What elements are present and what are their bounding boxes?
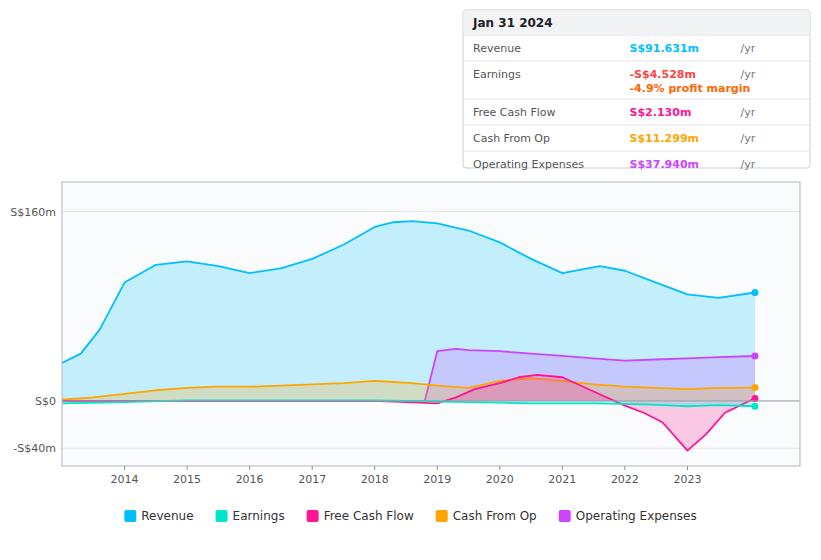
info-row-value: -S$4.528m xyxy=(630,68,696,81)
info-row-value: S$37.940m xyxy=(630,158,700,171)
legend-label: Operating Expenses xyxy=(576,509,697,523)
legend-item: Revenue xyxy=(124,509,193,523)
end-dot xyxy=(751,403,758,410)
x-tick-label: 2014 xyxy=(111,473,139,486)
info-box-divider xyxy=(463,125,810,126)
legend-swatch xyxy=(307,510,319,522)
info-row-value: S$11.299m xyxy=(630,132,700,145)
x-tick xyxy=(437,466,438,470)
info-row-note: -4.9% profit margin xyxy=(630,82,751,95)
legend-label: Cash From Op xyxy=(453,509,537,523)
area xyxy=(62,375,755,451)
info-row-value: S$2.130m xyxy=(630,106,692,119)
x-tick xyxy=(312,466,313,470)
x-tick-label: 2017 xyxy=(298,473,326,486)
info-row-unit: /yr xyxy=(741,42,756,55)
chart: -S$40m S$0 S$160m 2014 2015 2016 2017 2018 2019 2… xyxy=(0,0,821,560)
x-tick xyxy=(124,466,125,470)
area xyxy=(62,221,755,401)
y-tick-label: S$160m xyxy=(10,206,56,219)
x-tick-label: 2023 xyxy=(673,473,701,486)
plot-area xyxy=(62,221,758,451)
area xyxy=(62,349,755,401)
line xyxy=(62,349,755,401)
info-row-label: Operating Expenses xyxy=(473,158,584,171)
x-tick xyxy=(562,466,563,470)
y-tick-label: S$0 xyxy=(35,395,56,408)
x-tick-label: 2022 xyxy=(611,473,639,486)
info-box-frame xyxy=(463,10,810,168)
legend: Revenue Earnings Free Cash Flow Cash From O… xyxy=(124,509,696,523)
legend-label: Revenue xyxy=(141,509,193,523)
area xyxy=(62,378,755,400)
info-row-label: Free Cash Flow xyxy=(473,106,556,119)
line xyxy=(62,378,755,399)
legend-item: Earnings xyxy=(216,509,285,523)
grid-line xyxy=(62,400,800,401)
info-row-label: Cash From Op xyxy=(473,132,550,145)
zero-line xyxy=(62,400,800,401)
end-dot xyxy=(751,289,758,296)
info-row-unit: /yr xyxy=(741,158,756,171)
info-box-divider xyxy=(463,61,810,62)
info-row-label: Revenue xyxy=(473,42,521,55)
info-box-divider xyxy=(463,35,810,36)
info-row-label: Earnings xyxy=(473,68,521,81)
info-row-unit: /yr xyxy=(741,68,756,81)
x-tick-label: 2019 xyxy=(423,473,451,486)
info-box-divider xyxy=(463,151,810,152)
plot-background xyxy=(62,182,800,466)
x-tick-label: 2020 xyxy=(486,473,514,486)
line xyxy=(62,375,755,451)
legend-swatch xyxy=(436,510,448,522)
info-row-value: S$91.631m xyxy=(630,42,700,55)
x-tick-label: 2015 xyxy=(173,473,201,486)
legend-item: Cash From Op xyxy=(436,509,537,523)
x-tick-label: 2018 xyxy=(361,473,389,486)
info-box-header xyxy=(464,11,810,35)
x-tick xyxy=(624,466,625,470)
x-tick xyxy=(687,466,688,470)
x-tick xyxy=(374,466,375,470)
legend-item: Free Cash Flow xyxy=(307,509,414,523)
info-box-divider xyxy=(463,99,810,100)
line xyxy=(62,221,755,363)
x-tick-label: 2021 xyxy=(548,473,576,486)
y-tick-label: -S$40m xyxy=(13,442,56,455)
plot-frame xyxy=(62,182,800,466)
legend-swatch xyxy=(559,510,571,522)
legend-swatch xyxy=(124,510,136,522)
legend-swatch xyxy=(216,510,228,522)
x-tick xyxy=(187,466,188,470)
x-tick xyxy=(249,466,250,470)
x-tick xyxy=(499,466,500,470)
end-dot xyxy=(751,384,758,391)
info-row-unit: /yr xyxy=(741,132,756,145)
info-box: Jan 31 2024 Revenue S$91.631m/yr Earnings -S… xyxy=(463,10,810,171)
legend-label: Earnings xyxy=(233,509,285,523)
end-dot xyxy=(751,353,758,360)
info-row-unit: /yr xyxy=(741,106,756,119)
legend-item: Operating Expenses xyxy=(559,509,697,523)
info-box-title: Jan 31 2024 xyxy=(472,16,553,30)
x-tick-label: 2016 xyxy=(236,473,264,486)
legend-label: Free Cash Flow xyxy=(324,509,414,523)
grid-line xyxy=(62,211,800,212)
